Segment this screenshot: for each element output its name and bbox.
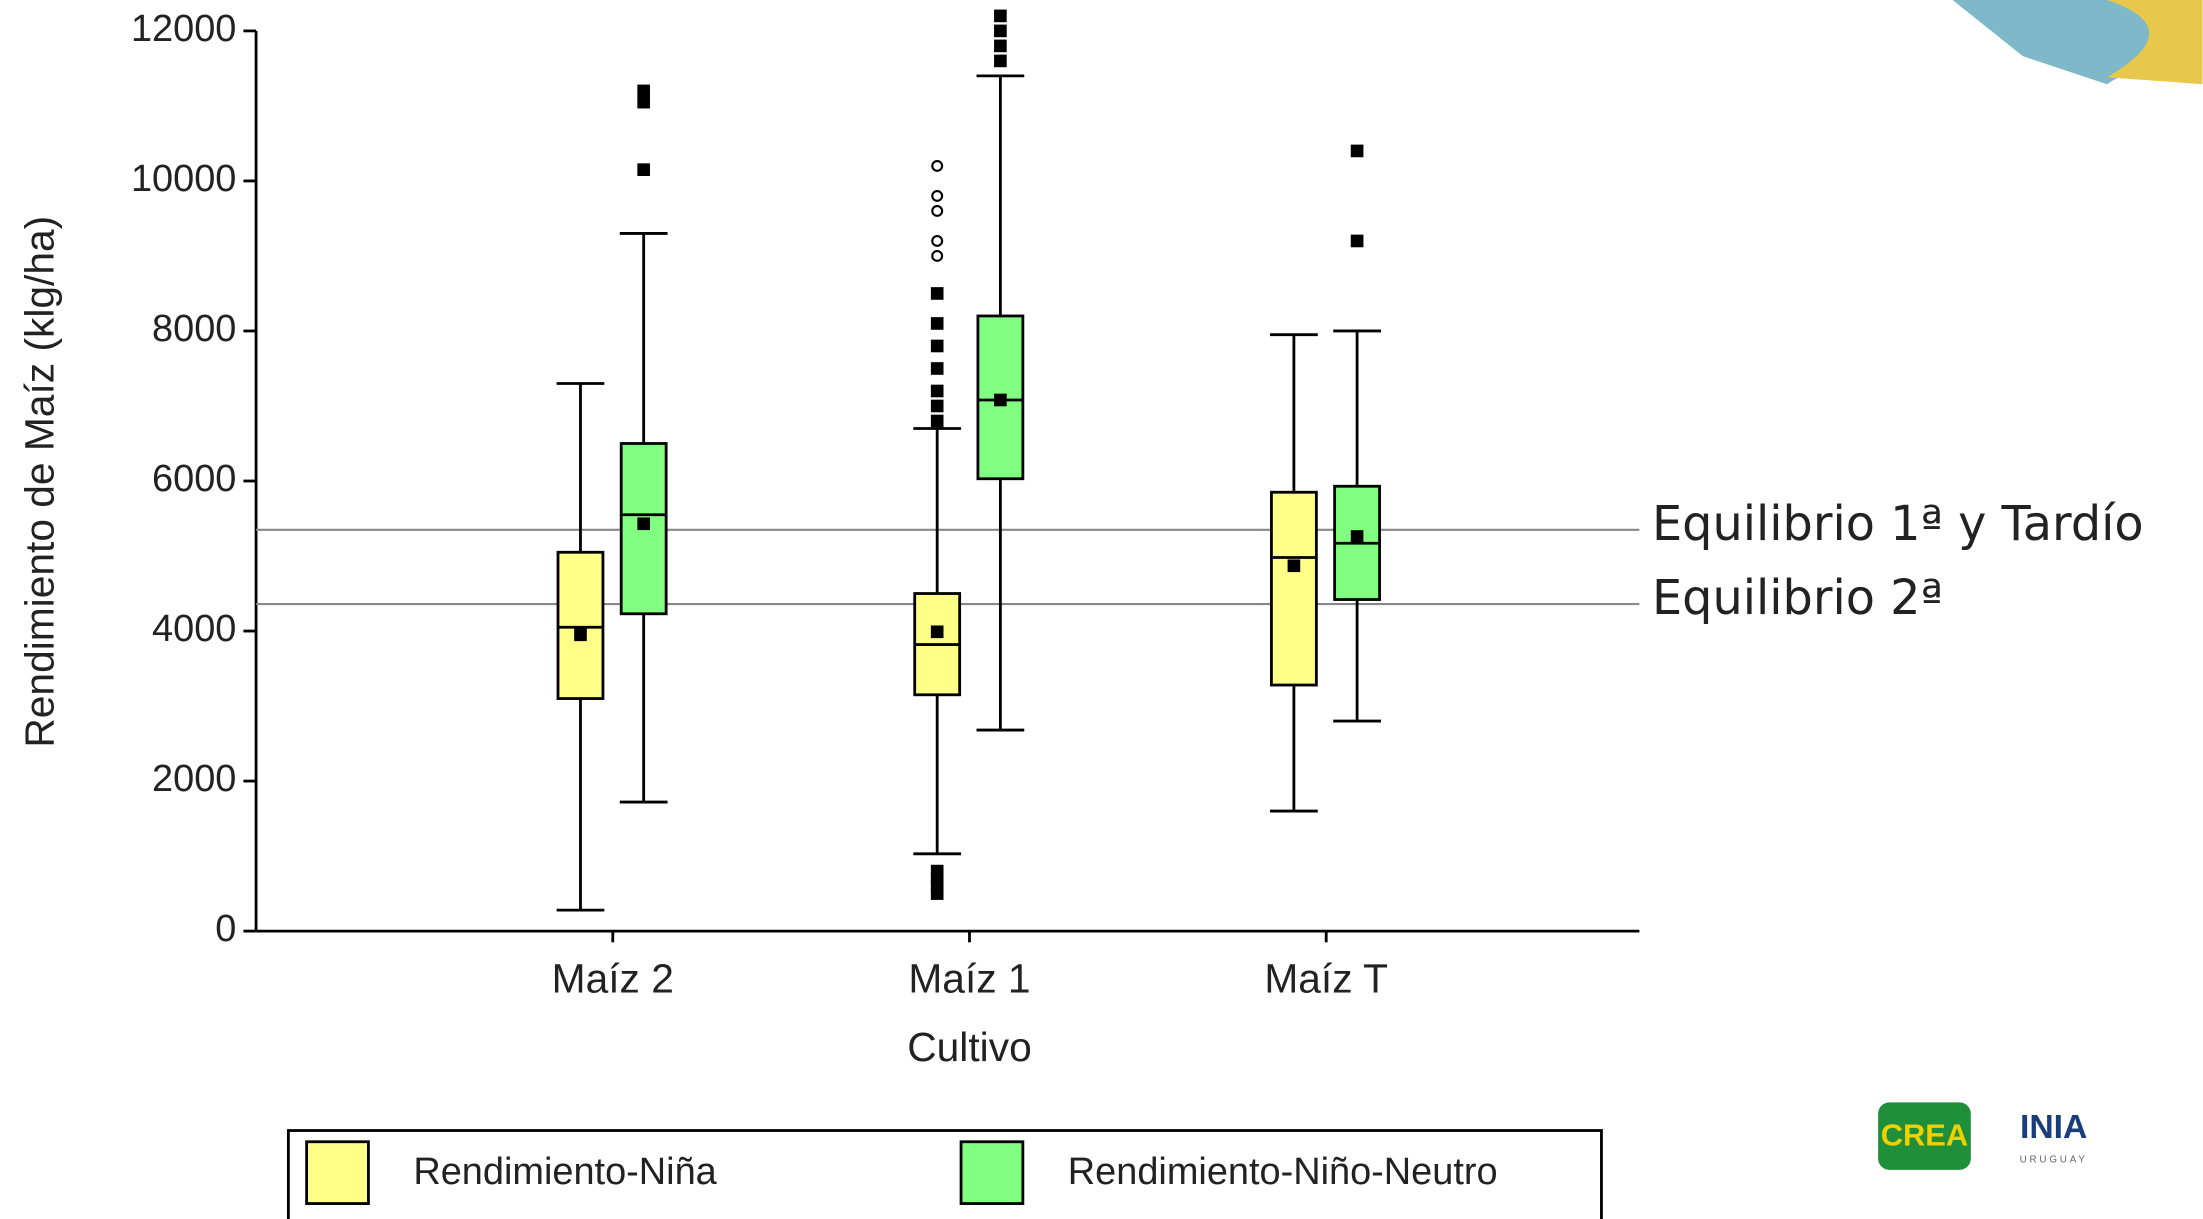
x-tick-label: Maíz 2 xyxy=(552,955,674,1001)
decoration xyxy=(1952,0,2203,85)
box xyxy=(1270,490,1318,687)
mean xyxy=(1287,559,1301,573)
y-tick-label: 8000 xyxy=(152,308,236,350)
crea-badge xyxy=(1878,1102,1971,1170)
outlier xyxy=(994,9,1007,23)
legend-label: Rendimiento-Niña xyxy=(413,1151,717,1193)
crea-text: CREA xyxy=(1881,1118,1968,1153)
far-outlier xyxy=(931,159,944,172)
mean xyxy=(930,625,944,639)
legend-swatch xyxy=(959,1140,1025,1205)
outlier xyxy=(930,864,944,878)
x-tick-label: Maíz T xyxy=(1264,955,1388,1001)
legend xyxy=(286,1129,1603,1219)
box xyxy=(976,314,1025,481)
crea-logo: CREA xyxy=(1878,1102,1971,1170)
outlier xyxy=(637,95,650,109)
legend-label: Rendimiento-Niño-Neutro xyxy=(1068,1151,1498,1193)
reference-label: Equilibrio 2ª xyxy=(1652,571,1943,626)
outlier xyxy=(930,362,944,375)
box xyxy=(556,550,605,700)
x-axis-label: Cultivo xyxy=(907,1024,1031,1070)
outlier xyxy=(637,163,650,176)
y-tick-label: 0 xyxy=(215,908,236,950)
legend-swatch xyxy=(305,1140,370,1205)
mean xyxy=(994,393,1007,407)
y-tick-label: 2000 xyxy=(152,758,236,800)
outlier xyxy=(930,399,944,413)
far-outlier xyxy=(931,189,944,202)
y-tick-label: 6000 xyxy=(152,458,236,500)
y-tick-label: 4000 xyxy=(152,608,236,650)
outlier xyxy=(930,414,944,428)
outlier xyxy=(930,317,944,330)
outlier xyxy=(994,39,1007,53)
far-outlier xyxy=(931,249,944,262)
inia-text: INIA xyxy=(2020,1108,2087,1146)
outlier xyxy=(637,84,650,98)
corner-image-sun xyxy=(2107,0,2203,85)
outlier xyxy=(1350,144,1364,158)
outlier xyxy=(930,339,944,353)
reference-label: Equilibrio 1ª y Tardío xyxy=(1652,497,2144,552)
outlier xyxy=(994,24,1007,38)
outlier xyxy=(994,54,1007,68)
y-tick-label: 10000 xyxy=(131,158,236,200)
y-tick-label: 12000 xyxy=(131,8,236,50)
outlier xyxy=(930,384,944,398)
outlier xyxy=(1350,234,1364,248)
inia-subtext: URUGUAY xyxy=(2020,1155,2088,1166)
x-tick-label: Maíz 1 xyxy=(908,955,1030,1001)
mean xyxy=(1350,530,1364,543)
outlier xyxy=(930,287,944,300)
y-axis-label: Rendimiento de Maíz (klg/ha) xyxy=(16,216,62,748)
far-outlier xyxy=(931,204,944,217)
far-outlier xyxy=(931,234,944,247)
mean xyxy=(637,517,650,531)
mean xyxy=(574,628,587,642)
